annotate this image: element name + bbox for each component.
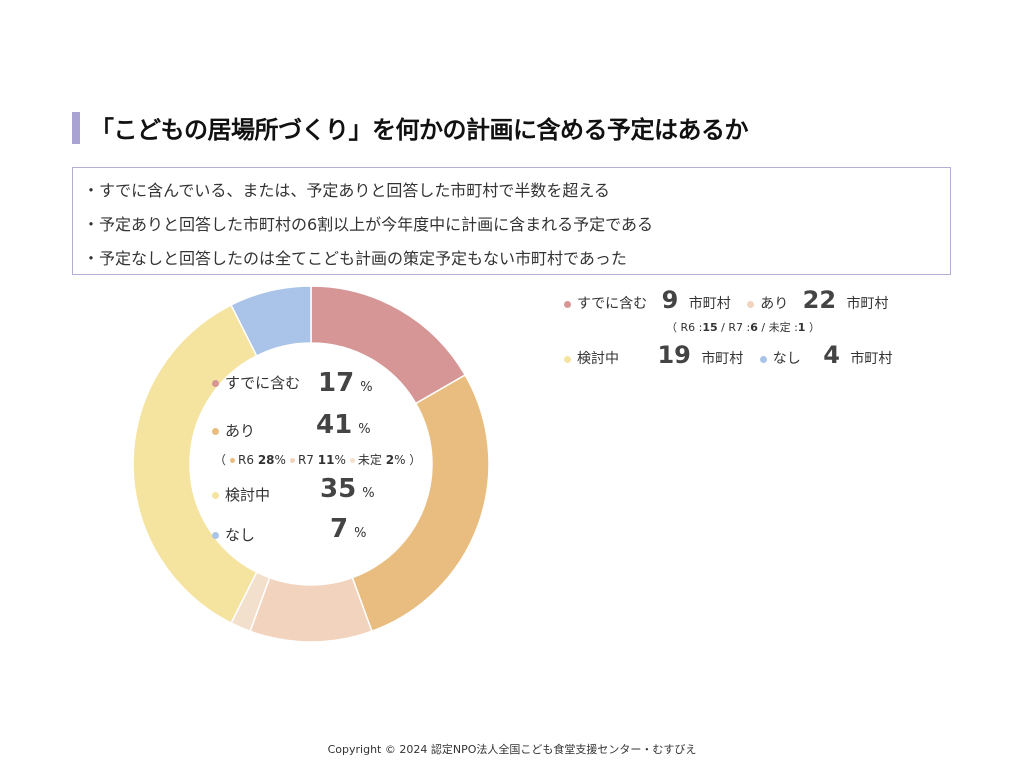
legend-label-none: なし — [772, 351, 801, 367]
summary-line-3: ・予定なしと回答したのは全てこども計画の策定予定もない市町村であった — [83, 249, 627, 268]
legend-considering-dot — [564, 355, 571, 363]
legend-unit-yes: 市町村 — [846, 296, 889, 312]
center-unit-considering: % — [362, 486, 375, 501]
legend-label-yes: あり — [760, 296, 789, 312]
r7-dot — [289, 458, 295, 463]
legend-count-considering: 19 — [657, 341, 691, 369]
legend-yes-detail: （ R6 :15 / R7 :6 / 未定 :1 ） — [666, 319, 820, 335]
center-row-yes: あり — [212, 420, 255, 441]
sub-percent-r7: 11 — [317, 453, 335, 467]
copyright-footer: Copyright © 2024 認定NPO法人全国こども食堂支援センター・むす… — [327, 743, 697, 756]
legend-detail-r6-label: R6 : — [680, 321, 703, 334]
legend-unit-included: 市町村 — [688, 296, 731, 312]
legend-detail-open: （ — [666, 321, 677, 334]
none-dot — [212, 532, 219, 539]
center-value-none: 7% — [330, 514, 366, 544]
donut-slice-2 — [249, 576, 373, 643]
legend-none-dot — [759, 355, 767, 363]
legend-included-dot — [564, 300, 571, 308]
center-label-considering: 検討中 — [225, 486, 271, 504]
sub-label-r6: R6 — [238, 453, 254, 467]
center-percent-included: 17 — [318, 368, 355, 398]
legend-detail-r7: 6 — [750, 321, 758, 334]
center-label-yes: あり — [225, 422, 256, 440]
summary-line-2: ・予定ありと回答した市町村の6割以上が今年度中に計画に含まれる予定である — [83, 215, 654, 234]
yes-dot — [212, 428, 219, 435]
sub-close-paren: ） — [409, 453, 422, 467]
sub-percent-undecided: 2 — [385, 453, 395, 467]
page-title: 「こどもの居場所づくり」を何かの計画に含める予定はあるか — [90, 116, 749, 144]
legend-yes-dot — [747, 300, 755, 308]
legend-count-yes: 22 — [802, 286, 837, 314]
legend-detail-r7-label: / R7 : — [721, 321, 751, 334]
considering-dot — [212, 492, 219, 499]
center-percent-considering: 35 — [320, 474, 357, 504]
summary-line-1: ・すでに含んでいる、または、予定ありと回答した市町村で半数を超える — [83, 181, 610, 200]
title-accent-bar — [72, 112, 80, 144]
sub-unit-r7: % — [334, 453, 346, 467]
center-row-considering: 検討中 — [212, 484, 270, 505]
legend-unit-none: 市町村 — [850, 351, 893, 367]
center-value-included: 17% — [318, 368, 373, 398]
center-row-included: すでに含む — [212, 372, 300, 393]
center-value-considering: 35% — [320, 474, 375, 504]
included-dot — [212, 380, 219, 387]
center-unit-included: % — [360, 380, 373, 395]
sub-unit-undecided: % — [394, 453, 406, 467]
legend-detail-close: ） — [808, 321, 820, 334]
donut-slice-4 — [132, 303, 258, 625]
center-value-yes: 41% — [316, 410, 371, 440]
legend-count-none: 4 — [823, 341, 840, 369]
legend-label-included: すでに含む — [577, 296, 648, 312]
donut-slice-5 — [230, 285, 312, 357]
sub-label-undecided: 未定 — [357, 453, 382, 467]
legend-count-included: 9 — [661, 286, 679, 314]
legend-unit-considering: 市町村 — [701, 351, 744, 367]
center-unit-none: % — [354, 526, 367, 541]
center-unit-yes: % — [358, 422, 371, 437]
sub-open-paren: （ — [214, 453, 227, 467]
center-percent-none: 7 — [330, 514, 349, 544]
legend-label-considering: 検討中 — [577, 351, 619, 367]
legend-row-2: 検討中 19 市町村 なし 4 市町村 — [564, 341, 892, 369]
legend-detail-undecided: 1 — [797, 321, 806, 334]
sub-percent-r6: 28 — [257, 453, 275, 467]
r6-dot — [230, 458, 236, 463]
undecided-dot — [349, 458, 355, 463]
center-label-included: すでに含む — [225, 374, 301, 392]
sub-unit-r6: % — [274, 453, 286, 467]
legend-row-1: すでに含む 9 市町村 あり 22 市町村 — [564, 286, 889, 314]
summary-box: ・すでに含んでいる、または、予定ありと回答した市町村で半数を超える ・予定ありと… — [72, 167, 951, 275]
donut-chart — [132, 285, 490, 643]
legend-detail-undecided-label: / 未定 : — [761, 321, 798, 334]
center-sub-breakdown: （ R6 28% R7 11% 未定 2% ） — [214, 451, 421, 468]
center-percent-yes: 41 — [316, 410, 353, 440]
center-label-none: なし — [225, 526, 256, 544]
sub-label-r7: R7 — [297, 453, 314, 467]
center-row-none: なし — [212, 524, 255, 545]
legend-detail-r6: 15 — [702, 321, 718, 334]
